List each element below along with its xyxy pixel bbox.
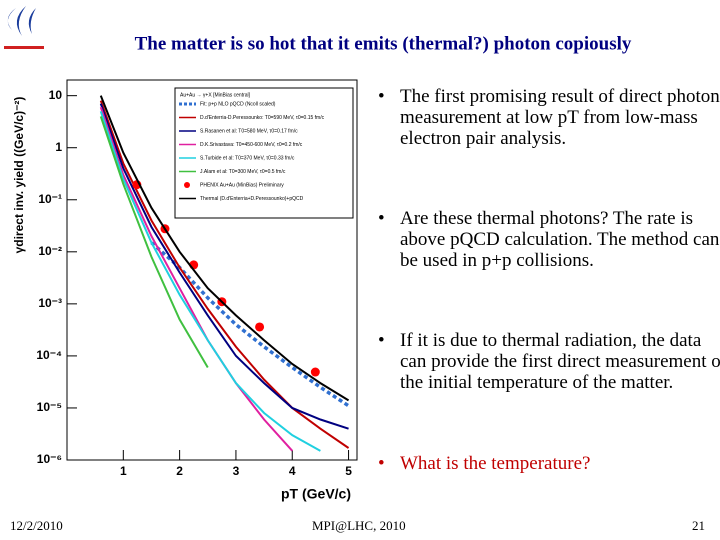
legend-label: J.Alam et al: T0=300 MeV, τ0=0.5 fm/c bbox=[200, 169, 286, 175]
y-tick-label: 1 bbox=[55, 140, 62, 154]
bullet: Are these thermal photons? The rate is a… bbox=[378, 208, 720, 271]
legend-label: D.K.Srivastava: T0=450-600 MeV, τ0=0.2 f… bbox=[200, 142, 303, 148]
y-tick-label: 10⁻³ bbox=[38, 296, 62, 310]
x-axis-label: pT (GeV/c) bbox=[281, 486, 351, 502]
footer-date: 12/2/2010 bbox=[10, 518, 63, 533]
series-line bbox=[99, 106, 293, 452]
series-line bbox=[99, 100, 350, 449]
data-point bbox=[255, 322, 265, 332]
y-tick-label: 10⁻¹ bbox=[38, 192, 62, 206]
x-tick-label: 1 bbox=[120, 464, 127, 478]
slide-title: The matter is so hot that it emits (ther… bbox=[135, 33, 632, 54]
legend-marker bbox=[184, 182, 190, 188]
legend-box bbox=[174, 87, 354, 219]
legend-title: Au+Au → γ+X [MinBias central] bbox=[180, 92, 251, 98]
legend-label: S.Rasanen et al: T0=580 MeV, τ0=0.17 fm/… bbox=[200, 128, 298, 134]
series-line bbox=[99, 111, 321, 452]
bullet: If it is due to thermal radiation, the d… bbox=[378, 330, 720, 393]
series-line bbox=[99, 103, 349, 430]
y-tick-label: 10⁻² bbox=[38, 244, 62, 258]
footer-event: MPI@LHC, 2010 bbox=[312, 518, 406, 533]
plot-frame bbox=[66, 79, 358, 461]
y-tick-label: 10⁻⁶ bbox=[37, 452, 62, 466]
x-tick-label: 5 bbox=[345, 464, 352, 478]
x-tick-label: 4 bbox=[289, 464, 296, 478]
footer-page: 21 bbox=[692, 518, 705, 533]
legend-label: S.Turbide et al: T0=370 MeV, τ0=0.33 fm/… bbox=[200, 155, 295, 161]
x-tick-label: 3 bbox=[233, 464, 240, 478]
legend-label: PHENIX Au+Au (MinBias) Preliminary bbox=[200, 182, 284, 188]
legend-label: Fit: p+p NLO pQCD (Ncoll scaled) bbox=[200, 101, 276, 107]
x-tick-label: 2 bbox=[176, 464, 183, 478]
series-line bbox=[150, 241, 350, 408]
bullet: The first promising result of direct pho… bbox=[378, 86, 720, 149]
y-tick-label: 10⁻⁴ bbox=[36, 348, 62, 362]
bullet: What is the temperature? bbox=[378, 453, 720, 474]
y-axis-label: γdirect inv. yield ((GeV/c)⁻²) bbox=[12, 97, 26, 254]
series-line bbox=[99, 95, 350, 402]
logo bbox=[4, 6, 44, 49]
legend-label: D.d'Enterria-D.Peressounko: T0=590 MeV, … bbox=[200, 115, 325, 121]
y-tick-label: 10⁻⁵ bbox=[37, 400, 62, 414]
data-point bbox=[310, 367, 320, 377]
legend-label: Thermal (D.d'Enterria+D.Peressounko)+pQC… bbox=[200, 196, 304, 202]
y-tick-label: 10 bbox=[49, 88, 63, 102]
series-line bbox=[99, 116, 209, 368]
